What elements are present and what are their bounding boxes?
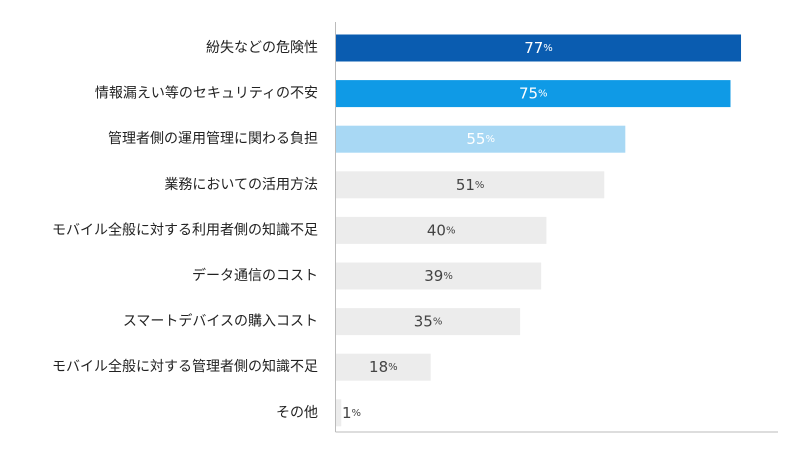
category-label: 管理者側の運用管理に関わる負担 (108, 131, 318, 147)
category-label: 情報漏えい等のセキュリティの不安 (95, 85, 318, 102)
bar (336, 399, 342, 427)
value-label: 39% (424, 267, 453, 285)
value-label: 77% (524, 39, 553, 57)
value-label: 18% (369, 358, 398, 376)
category-label: 業務においての活用方法 (164, 177, 318, 193)
bar (336, 125, 626, 153)
category-label: スマートデバイスの購入コスト (123, 313, 318, 330)
axes (335, 22, 778, 433)
value-labels: 77% 75% 55% 51% 40% 39% 35% 18% 1% (342, 39, 553, 422)
category-label: データ通信のコスト (192, 267, 318, 284)
bar (336, 34, 742, 62)
bar (336, 171, 605, 199)
bar (336, 262, 542, 290)
bars-layer (336, 34, 742, 427)
value-label: 55% (466, 130, 495, 148)
category-labels: 紛失などの危険性情報漏えい等のセキュリティの不安管理者側の運用管理に関わる負担業… (52, 40, 318, 421)
bar (336, 216, 547, 244)
bar (336, 308, 521, 336)
bar (336, 80, 731, 108)
bar (336, 353, 431, 381)
value-label: 1% (342, 404, 361, 422)
category-label: モバイル全般に対する管理者側の知識不足 (52, 358, 318, 375)
value-label: 40% (427, 221, 456, 239)
category-label: 紛失などの危険性 (206, 40, 318, 56)
value-label: 75% (519, 85, 548, 103)
value-label: 51% (456, 176, 485, 194)
category-label: その他 (276, 405, 318, 421)
value-label: 35% (414, 313, 443, 331)
category-label: モバイル全般に対する利用者側の知識不足 (52, 221, 318, 238)
